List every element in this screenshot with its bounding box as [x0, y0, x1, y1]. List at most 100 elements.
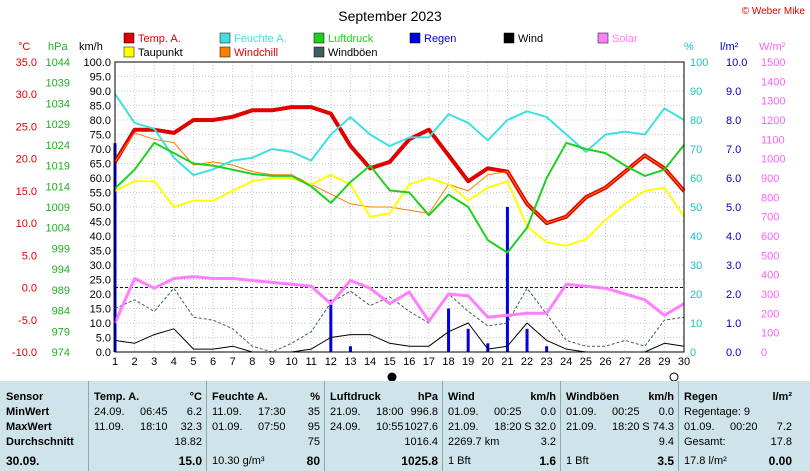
wind-tick-label: 80.0 [90, 115, 111, 127]
pressure-tick-label: 1029 [46, 119, 70, 131]
temp-tick-label: -10.0 [12, 347, 37, 359]
stats-col-temp: Temp. A. °C 24.09. 06:45 6.2 11.09. 18:10 32.3 1… [88, 381, 206, 471]
solar-tick-label: 1300 [761, 96, 785, 108]
solar-tick-label: 1400 [761, 76, 785, 88]
temp-tick-label: 10.0 [16, 218, 37, 230]
x-tick-label: 8 [249, 356, 255, 368]
rain-tick-label: 10.0 [726, 57, 747, 69]
wind-tick-label: 25.0 [90, 275, 111, 287]
pressure-tick-label: 1039 [46, 78, 70, 90]
stats-value: 35 [307, 406, 320, 418]
wind-tick-label: 35.0 [90, 246, 111, 258]
x-tick-label: 1 [112, 356, 118, 368]
stats-date: Gesamt: [684, 436, 726, 448]
legend-label: Windböen [328, 47, 378, 59]
solar-tick-label: 500 [761, 250, 779, 262]
rain-unit: l/m² [720, 41, 739, 53]
stats-time: 06:45 [140, 406, 168, 418]
x-tick-label: 16 [403, 356, 415, 368]
pressure-tick-label: 1044 [46, 57, 70, 69]
legend-swatch [503, 32, 515, 44]
stats-time: 17:30 [258, 406, 286, 418]
legend-swatch [597, 32, 609, 44]
pressure-unit: hPa [48, 41, 68, 53]
temp-tick-label: 20.0 [16, 154, 37, 166]
stats-date: 01.09. [448, 406, 479, 418]
wind-tick-label: 75.0 [90, 130, 111, 142]
x-tick-label: 25 [580, 356, 592, 368]
legend-swatch [219, 32, 231, 44]
stats-time: 00:25 [612, 406, 640, 418]
pressure-tick-label: 989 [52, 285, 70, 297]
x-tick-label: 3 [151, 356, 157, 368]
solar-tick-label: 1100 [761, 134, 785, 146]
humidity-tick-label: 10 [690, 318, 702, 330]
stats-col-rain: Regen l/m² Regentage: 9 01.09. 00:20 7.2 Gesam… [678, 381, 796, 471]
legend-label: Regen [424, 33, 456, 45]
stats-col-pressure: Luftdruck hPa 21.09. 18:00 996.8 24.09. 10:55 1… [324, 381, 442, 471]
statistics-panel: Sensor MinWert MaxWert Durchschnitt 30.0… [0, 381, 810, 471]
solar-tick-label: 100 [761, 328, 779, 340]
humidity-tick-label: 0 [690, 347, 696, 359]
legend-swatch [219, 46, 231, 58]
stats-value: 996.8 [410, 406, 438, 418]
stats-time: 00:20 [730, 421, 758, 433]
solar-tick-label: 1500 [761, 57, 785, 69]
wind-tick-label: 100.0 [83, 57, 111, 69]
rain-bar [486, 343, 490, 352]
wind-tick-label: 10.0 [90, 318, 111, 330]
stats-current-value: 3.5 [657, 454, 674, 468]
stats-date: 21.09. [566, 421, 597, 433]
x-tick-label: 12 [325, 356, 337, 368]
stats-footer-note: 17.8 l/m² [684, 455, 727, 467]
solar-tick-label: 0 [761, 347, 767, 359]
rain-bar [329, 299, 333, 352]
series-line-luftdruck [114, 141, 685, 254]
legend-swatch [123, 32, 135, 44]
stats-footer-note: 1 Bft [448, 455, 471, 467]
humidity-tick-label: 40 [690, 231, 702, 243]
stats-header: Windböen [566, 391, 620, 403]
solar-tick-label: 300 [761, 289, 779, 301]
series-line-windb-en [114, 287, 685, 353]
stats-value: 1016.4 [404, 436, 438, 448]
solar-tick-label: 600 [761, 231, 779, 243]
x-tick-label: 21 [501, 356, 513, 368]
temp-tick-label: -5.0 [18, 315, 37, 327]
stats-current-value: 0.00 [768, 454, 792, 468]
stats-date: Regentage: 9 [684, 406, 751, 418]
wind-tick-label: 20.0 [90, 289, 111, 301]
solar-tick-label: 900 [761, 173, 779, 185]
x-tick-label: 14 [364, 356, 376, 368]
humidity-tick-label: 20 [690, 289, 702, 301]
legend-label: Taupunkt [138, 47, 183, 59]
x-tick-label: 15 [384, 356, 396, 368]
x-tick-label: 19 [462, 356, 474, 368]
stats-header: Temp. A. [94, 391, 140, 403]
plot-frame [114, 61, 685, 353]
stats-value: 6.2 [186, 406, 202, 418]
x-tick-label: 4 [171, 356, 177, 368]
stats-date: 24.09. [94, 406, 125, 418]
rain-tick-label: 1.0 [726, 318, 741, 330]
rain-bar [505, 207, 509, 352]
stats-value: 1027.6 [404, 421, 438, 433]
stats-date: 01.09. [566, 406, 597, 418]
x-tick-label: 5 [190, 356, 196, 368]
stats-footer-note: 10.30 g/m³ [212, 455, 265, 467]
solar-tick-label: 200 [761, 308, 779, 320]
humidity-tick-label: 60 [690, 173, 702, 185]
wind-tick-label: 50.0 [90, 202, 111, 214]
x-tick-label: 9 [269, 356, 275, 368]
pressure-tick-label: 1004 [46, 223, 70, 235]
x-tick-label: 23 [541, 356, 553, 368]
rain-tick-label: 0.0 [726, 347, 741, 359]
temp-tick-label: 5.0 [22, 250, 37, 262]
stats-time: 00:25 [494, 406, 522, 418]
credit-text: © Weber Mike [742, 6, 806, 17]
stats-value: 18.82 [174, 436, 202, 448]
stats-current-value: 80 [306, 454, 320, 468]
stats-header: Regen [684, 391, 718, 403]
wind-tick-label: 85.0 [90, 101, 111, 113]
rain-bar [525, 328, 529, 352]
